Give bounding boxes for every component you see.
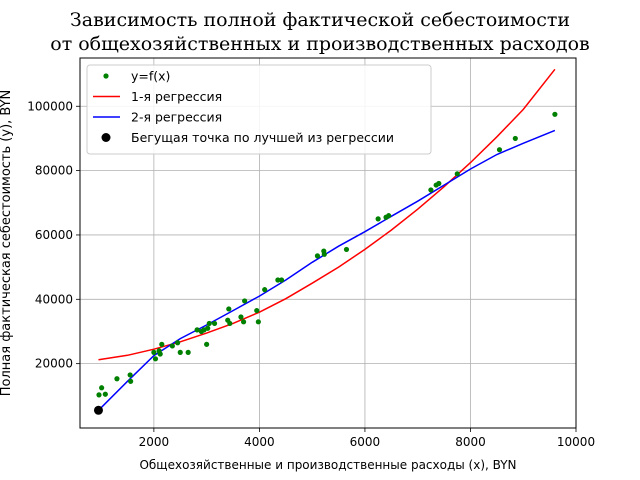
legend: y=f(x) 1-я регрессия 2-я регрессия Бегущая … bbox=[86, 64, 432, 155]
chart-title-line2: от общехозяйственных и производственных … bbox=[50, 33, 590, 55]
data-point bbox=[226, 306, 232, 312]
data-point bbox=[242, 298, 248, 304]
data-point bbox=[321, 251, 327, 257]
y-tick-label: 60000 bbox=[35, 228, 73, 242]
y-axis-label: Полная фактическая себестоимость (y), BY… bbox=[0, 90, 14, 397]
data-point bbox=[185, 349, 191, 355]
chart-title-line1: Зависимость полной фактической себестоим… bbox=[69, 9, 571, 31]
plot-frame bbox=[79, 57, 577, 429]
x-tick-label: 4000 bbox=[244, 435, 275, 449]
data-point bbox=[177, 349, 183, 355]
data-point bbox=[255, 319, 261, 325]
data-point bbox=[278, 277, 285, 283]
regression-2-line bbox=[97, 129, 556, 411]
x-tick-label: 2000 bbox=[139, 435, 170, 449]
data-point bbox=[238, 314, 244, 320]
y-tick-label: 40000 bbox=[35, 292, 73, 306]
x-tick-label: 8000 bbox=[455, 435, 486, 449]
data-point bbox=[128, 378, 134, 384]
data-point bbox=[552, 111, 558, 117]
legend-box bbox=[86, 64, 432, 155]
data-point bbox=[169, 343, 175, 349]
data-point bbox=[211, 320, 218, 327]
data-point bbox=[152, 356, 159, 362]
data-point bbox=[240, 319, 247, 325]
data-point bbox=[454, 171, 460, 177]
y-tick-label: 100000 bbox=[27, 99, 73, 113]
data-point bbox=[204, 341, 210, 347]
data-point bbox=[102, 391, 108, 397]
data-point bbox=[205, 325, 211, 331]
plot-series bbox=[93, 68, 558, 415]
data-point bbox=[127, 372, 133, 378]
data-point bbox=[254, 307, 260, 314]
data-point bbox=[206, 320, 212, 327]
data-point bbox=[96, 392, 102, 398]
data-point bbox=[159, 341, 165, 347]
legend-marker-swatch bbox=[101, 133, 111, 142]
y-tick-label: 80000 bbox=[35, 164, 73, 178]
data-point bbox=[157, 351, 163, 357]
y-tick-label: 20000 bbox=[35, 357, 73, 371]
axis-ticks: 2000 4000 6000 8000 10000 20000 40000 60000 8000… bbox=[27, 99, 595, 449]
data-point bbox=[428, 187, 434, 193]
data-point bbox=[275, 277, 281, 283]
data-point bbox=[386, 213, 392, 219]
data-point bbox=[262, 287, 268, 293]
data-point bbox=[496, 147, 503, 153]
running-point-marker bbox=[93, 405, 103, 415]
data-point bbox=[375, 216, 381, 222]
x-tick-label: 6000 bbox=[350, 435, 381, 449]
legend-label: 1-я регрессия bbox=[131, 89, 222, 104]
data-point bbox=[151, 349, 157, 355]
data-point bbox=[175, 340, 181, 346]
data-point bbox=[227, 320, 233, 327]
data-point bbox=[114, 376, 120, 382]
legend-label: Бегущая точка по лучшей из регрессии bbox=[131, 130, 394, 145]
data-point bbox=[436, 180, 442, 187]
data-point bbox=[343, 246, 350, 253]
x-tick-label: 10000 bbox=[557, 435, 595, 449]
legend-label: y=f(x) bbox=[131, 69, 170, 84]
legend-point-swatch bbox=[103, 73, 109, 79]
data-point bbox=[314, 253, 321, 259]
data-point bbox=[194, 327, 200, 333]
x-axis-label: Общехозяйственные и производственные рас… bbox=[139, 458, 516, 472]
data-point bbox=[512, 135, 518, 142]
legend-label: 2-я регрессия bbox=[131, 110, 222, 125]
data-point bbox=[99, 385, 105, 391]
